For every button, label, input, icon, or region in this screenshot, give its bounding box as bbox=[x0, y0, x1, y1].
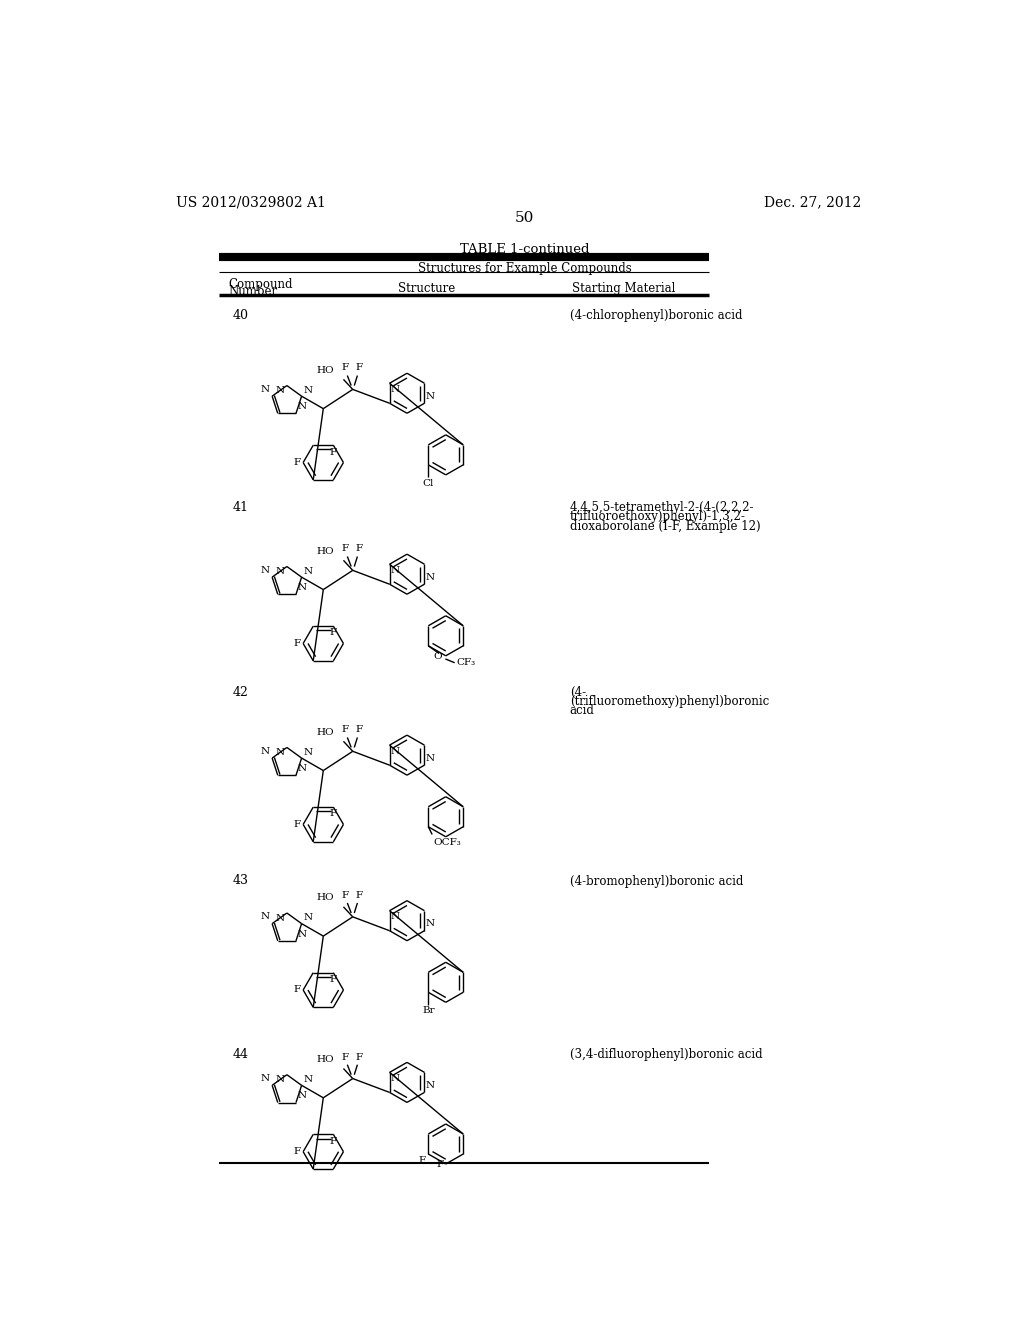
Text: (4-bromophenyl)boronic acid: (4-bromophenyl)boronic acid bbox=[569, 874, 743, 887]
Text: N: N bbox=[275, 913, 285, 923]
Text: acid: acid bbox=[569, 705, 595, 717]
Text: N: N bbox=[304, 913, 313, 923]
Text: F: F bbox=[341, 891, 348, 900]
Text: N: N bbox=[426, 754, 435, 763]
Text: 43: 43 bbox=[232, 874, 249, 887]
Text: F: F bbox=[419, 1155, 426, 1164]
Text: F: F bbox=[355, 1052, 362, 1061]
Text: N: N bbox=[261, 1074, 269, 1082]
Text: F: F bbox=[294, 458, 301, 467]
Text: N: N bbox=[261, 566, 269, 574]
Text: CF₃: CF₃ bbox=[457, 659, 475, 667]
Text: (4-chlorophenyl)boronic acid: (4-chlorophenyl)boronic acid bbox=[569, 309, 742, 322]
Text: Cl: Cl bbox=[423, 479, 434, 487]
Text: N: N bbox=[390, 1074, 399, 1082]
Text: F: F bbox=[355, 363, 362, 372]
Text: 44: 44 bbox=[232, 1048, 249, 1061]
Text: F: F bbox=[355, 891, 362, 900]
Text: F: F bbox=[294, 986, 301, 994]
Text: 50: 50 bbox=[515, 211, 535, 224]
Text: F: F bbox=[330, 628, 337, 638]
Text: N: N bbox=[426, 573, 435, 582]
Text: N: N bbox=[304, 385, 313, 395]
Text: N: N bbox=[298, 583, 306, 593]
Text: F: F bbox=[355, 726, 362, 734]
Text: N: N bbox=[390, 747, 399, 755]
Text: F: F bbox=[341, 726, 348, 734]
Text: N: N bbox=[426, 392, 435, 401]
Text: N: N bbox=[275, 1076, 285, 1085]
Text: (trifluoromethoxy)phenyl)boronic: (trifluoromethoxy)phenyl)boronic bbox=[569, 696, 769, 708]
Text: F: F bbox=[341, 1052, 348, 1061]
Text: N: N bbox=[275, 568, 285, 577]
Text: N: N bbox=[261, 912, 269, 921]
Text: US 2012/0329802 A1: US 2012/0329802 A1 bbox=[176, 195, 326, 210]
Text: N: N bbox=[390, 912, 399, 921]
Text: (4-: (4- bbox=[569, 686, 586, 698]
Text: F: F bbox=[330, 1137, 337, 1146]
Text: N: N bbox=[275, 387, 285, 395]
Text: Dec. 27, 2012: Dec. 27, 2012 bbox=[764, 195, 861, 210]
Text: F: F bbox=[294, 820, 301, 829]
Text: 4,4,5,5-tetramethyl-2-(4-(2,2,2-: 4,4,5,5-tetramethyl-2-(4-(2,2,2- bbox=[569, 502, 755, 513]
Text: N: N bbox=[298, 929, 306, 939]
Text: Structure: Structure bbox=[397, 281, 455, 294]
Text: F: F bbox=[341, 544, 348, 553]
Text: Compound: Compound bbox=[228, 277, 293, 290]
Text: N: N bbox=[426, 1081, 435, 1090]
Text: F: F bbox=[341, 363, 348, 372]
Text: N: N bbox=[275, 748, 285, 758]
Text: HO: HO bbox=[316, 1055, 334, 1064]
Text: F: F bbox=[436, 1159, 443, 1168]
Text: N: N bbox=[261, 747, 269, 756]
Text: HO: HO bbox=[316, 727, 334, 737]
Text: HO: HO bbox=[316, 546, 334, 556]
Text: 40: 40 bbox=[232, 309, 249, 322]
Text: N: N bbox=[304, 566, 313, 576]
Text: TABLE 1-continued: TABLE 1-continued bbox=[460, 243, 590, 256]
Text: OCF₃: OCF₃ bbox=[434, 837, 462, 846]
Text: F: F bbox=[330, 975, 337, 983]
Text: N: N bbox=[298, 1092, 306, 1101]
Text: 41: 41 bbox=[232, 502, 249, 513]
Text: F: F bbox=[355, 544, 362, 553]
Text: N: N bbox=[298, 764, 306, 774]
Text: (3,4-difluorophenyl)boronic acid: (3,4-difluorophenyl)boronic acid bbox=[569, 1048, 763, 1061]
Text: F: F bbox=[294, 639, 301, 648]
Text: N: N bbox=[390, 566, 399, 574]
Text: N: N bbox=[390, 385, 399, 393]
Text: Br: Br bbox=[422, 1006, 434, 1015]
Text: 42: 42 bbox=[232, 686, 249, 698]
Text: F: F bbox=[330, 447, 337, 457]
Text: N: N bbox=[261, 385, 269, 393]
Text: O: O bbox=[433, 652, 442, 661]
Text: N: N bbox=[298, 403, 306, 411]
Text: HO: HO bbox=[316, 894, 334, 903]
Text: HO: HO bbox=[316, 366, 334, 375]
Text: N: N bbox=[426, 920, 435, 928]
Text: trifluoroethoxy)phenyl)-1,3,2-: trifluoroethoxy)phenyl)-1,3,2- bbox=[569, 511, 745, 523]
Text: Number: Number bbox=[228, 285, 278, 298]
Text: Starting Material: Starting Material bbox=[572, 281, 676, 294]
Text: dioxaborolane (I-F, Example 12): dioxaborolane (I-F, Example 12) bbox=[569, 520, 761, 532]
Text: N: N bbox=[304, 747, 313, 756]
Text: Structures for Example Compounds: Structures for Example Compounds bbox=[418, 261, 632, 275]
Text: F: F bbox=[294, 1147, 301, 1156]
Text: F: F bbox=[330, 809, 337, 818]
Text: N: N bbox=[304, 1074, 313, 1084]
